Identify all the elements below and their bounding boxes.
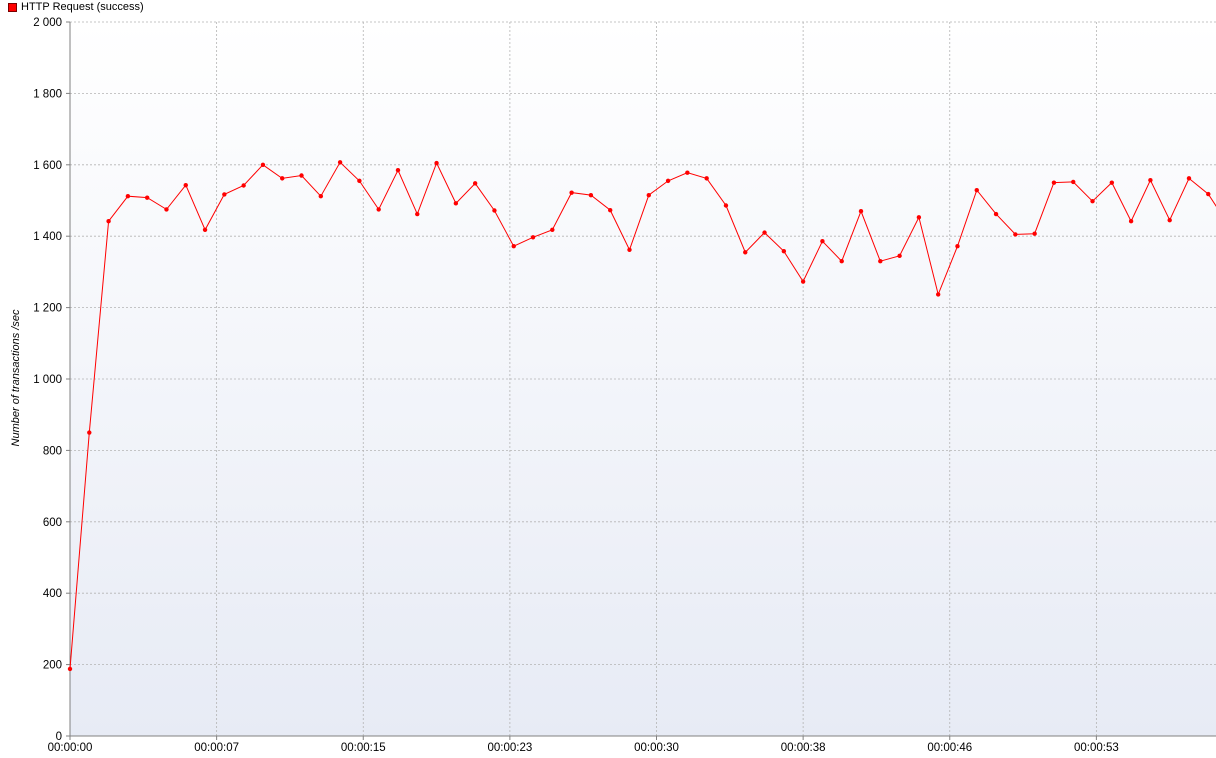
data-point (723, 203, 729, 208)
data-point (1206, 191, 1211, 197)
data-point (434, 160, 439, 166)
data-point (762, 230, 767, 235)
data-point (125, 194, 131, 199)
legend-label: HTTP Request (success) (21, 1, 144, 13)
data-point (299, 173, 304, 178)
data-point (569, 190, 574, 195)
y-tick-label: 200 (43, 660, 62, 672)
y-tick-label: 1 800 (33, 88, 62, 100)
data-point (993, 211, 999, 217)
data-point (357, 178, 362, 184)
x-tick-label: 00:00:23 (487, 742, 532, 754)
data-point (530, 235, 536, 240)
data-point (453, 201, 459, 206)
data-point (1186, 176, 1192, 181)
data-point (164, 207, 169, 212)
data-point (67, 666, 73, 672)
data-point (858, 209, 864, 214)
y-tick-label: 1 000 (33, 374, 62, 386)
data-point (222, 192, 227, 197)
data-point (511, 243, 516, 249)
data-point (974, 187, 979, 193)
y-tick-label: 600 (43, 517, 62, 529)
legend: HTTP Request (success) (8, 0, 144, 14)
data-point (183, 182, 188, 188)
data-point (1032, 231, 1037, 236)
data-point (588, 192, 594, 198)
data-point (241, 183, 246, 188)
y-tick-label: 1 200 (33, 303, 62, 315)
data-point (415, 211, 420, 217)
data-point (704, 176, 709, 181)
data-point (395, 167, 401, 173)
data-point (646, 192, 651, 198)
axis-layer: 0 200 400 600 800 1 000 1 200 1 400 1 600 1 800 2 … (33, 17, 1216, 754)
data-point (260, 162, 266, 167)
data-point (916, 215, 922, 220)
data-point (492, 208, 497, 213)
data-point (337, 160, 343, 165)
data-point (820, 238, 825, 244)
x-tick-label: 00:00:00 (48, 742, 93, 754)
y-tick-label: 2 000 (33, 17, 62, 29)
data-point (608, 207, 613, 213)
data-point (376, 207, 381, 212)
data-point (955, 243, 960, 249)
y-tick-label: 1 400 (33, 231, 62, 243)
series-layer (67, 160, 1216, 672)
data-point (1128, 219, 1134, 224)
data-point (878, 258, 883, 264)
data-point (1013, 232, 1018, 237)
data-point (935, 292, 941, 297)
data-point (202, 227, 208, 232)
x-tick-label: 00:00:46 (927, 742, 972, 754)
data-point (665, 178, 671, 184)
data-point (743, 250, 748, 255)
data-point (280, 176, 285, 181)
data-point (627, 247, 632, 252)
x-tick-label: 00:00:38 (781, 742, 826, 754)
data-point (1071, 179, 1076, 185)
x-tick-label: 00:00:30 (634, 742, 679, 754)
data-point (1051, 180, 1057, 185)
x-tick-label: 00:00:15 (341, 742, 386, 754)
data-point (897, 253, 902, 259)
data-point (1167, 217, 1172, 223)
y-tick-label: 400 (43, 588, 62, 600)
data-point (318, 194, 324, 199)
data-point (1148, 177, 1153, 183)
y-tick-label: 800 (43, 445, 62, 457)
data-point (1090, 199, 1095, 204)
data-point (781, 248, 787, 254)
y-tick-label: 1 600 (33, 160, 62, 172)
data-point (1109, 180, 1115, 185)
data-point (87, 430, 92, 435)
data-point (800, 279, 806, 284)
data-point (550, 227, 555, 232)
data-point (839, 258, 844, 264)
data-point (106, 219, 111, 224)
data-point (472, 181, 478, 186)
y-tick-label: 0 (56, 731, 62, 743)
legend-swatch-icon (8, 2, 17, 12)
x-tick-label: 00:00:53 (1074, 742, 1119, 754)
x-tick-label: 00:00:07 (194, 742, 239, 754)
data-point (685, 170, 690, 175)
grid-layer (70, 21, 1216, 736)
data-point (144, 195, 150, 200)
